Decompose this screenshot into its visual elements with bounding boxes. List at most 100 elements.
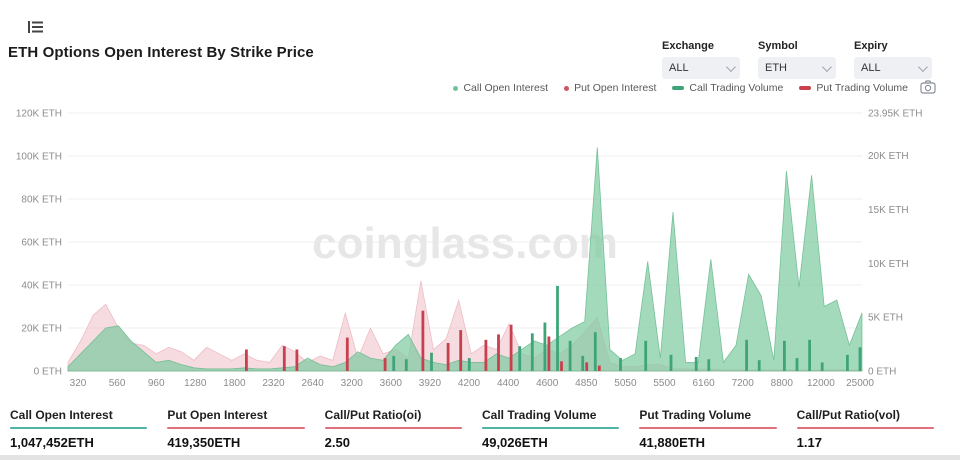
page-bottom-strip [0,455,960,460]
legend-label: Put Trading Volume [816,82,908,94]
x-axis-tick: 2320 [262,378,285,389]
call-trading-volume-bar [392,355,396,371]
legend-put-trading-volume[interactable]: Put Trading Volume [799,82,908,94]
expiry-select[interactable]: ALL [854,57,932,79]
right-axis-tick: 15K ETH [868,205,909,216]
chart-canvas[interactable]: coinglass.com 0 ETH 20K ETH 40K ETH 60K ETH 8… [0,98,960,398]
legend-call-trading-volume[interactable]: Call Trading Volume [672,82,783,94]
right-axis-tick: 5K ETH [868,313,903,324]
legend-label: Call Trading Volume [689,82,784,94]
x-axis-tick: 960 [148,378,165,389]
x-axis-tick: 4600 [536,378,559,389]
stat-rule [796,427,934,429]
call-trading-volume-bar [568,340,572,371]
put-trading-volume-bar [459,330,463,371]
filter-list-icon[interactable] [28,20,44,34]
x-axis-tick: 1280 [184,378,207,389]
put-trading-volume-bar [282,346,286,371]
stat-label: Call/Put Ratio(oi) [324,408,422,422]
chevron-down-icon [917,61,928,72]
symbol-select[interactable]: ETH [758,57,836,79]
stat-put-open-interest: Put Open Interest 419,350ETH [165,408,322,450]
x-axis-tick: 6160 [692,378,715,389]
legend-call-open-interest[interactable]: Call Open Interest [453,82,548,94]
call-trading-volume-bar [530,333,534,371]
exchange-select-value: ALL [669,62,689,74]
put-trading-volume-bar [509,324,513,371]
x-axis-tick: 2640 [301,378,324,389]
put-volume-dash-icon [799,86,812,90]
call-trading-volume-bar [745,339,748,371]
put-trading-volume-bar [421,310,425,371]
call-trading-volume-bar [783,340,786,371]
stat-rule [639,427,777,429]
left-axis-tick: 80K ETH [21,195,62,206]
symbol-filter: Symbol ETH [758,40,836,79]
call-trading-volume-bar [543,322,547,371]
left-axis-tick: 120K ETH [16,109,62,120]
put-trading-volume-bar [547,336,551,371]
x-axis-tick: 25000 [846,378,874,389]
x-axis-tick: 560 [109,378,126,389]
chevron-down-icon [725,61,736,72]
camera-screenshot-icon[interactable] [920,80,936,94]
stat-label: Call Open Interest [10,408,113,422]
stat-label: Call/Put Ratio(vol) [796,408,900,422]
legend-label: Call Open Interest [463,82,549,94]
call-trading-volume-bar [518,346,522,371]
stat-value: 1.17 [796,435,822,450]
call-trading-volume-bar [846,354,849,371]
stat-label: Put Trading Volume [639,408,752,422]
page-title: ETH Options Open Interest By Strike Pric… [8,44,314,61]
x-axis-tick: 4200 [458,378,481,389]
x-axis-tick: 8800 [771,378,794,389]
call-trading-volume-bar [593,332,597,371]
call-trading-volume-bar [581,355,585,371]
right-axis-tick: 20K ETH [868,151,909,162]
stat-rule [167,427,305,429]
summary-stats: Call Open Interest 1,047,452ETH Put Open… [0,408,960,450]
left-axis-tick: 40K ETH [21,281,62,292]
stat-rule [481,427,620,429]
call-trading-volume-bar [694,357,698,371]
call-trading-volume-bar [795,358,799,371]
put-trading-volume-bar [497,334,500,371]
strike-price-chart[interactable]: coinglass.com 0 ETH 20K ETH 40K ETH 60K ETH 8… [0,98,960,398]
chevron-down-icon [821,61,832,72]
right-axis-tick: 23.95K ETH [868,109,922,120]
legend-put-open-interest[interactable]: Put Open Interest [564,82,656,94]
left-axis-tick: 60K ETH [21,238,62,249]
stat-value: 41,880ETH [639,435,706,450]
put-trading-volume-bar [345,337,349,371]
stat-label: Call Trading Volume [481,408,597,422]
call-open-interest-area [67,147,863,372]
x-axis-tick: 12000 [807,378,835,389]
stat-rule [10,427,148,429]
stat-call-put-ratio-vol: Call/Put Ratio(vol) 1.17 [795,408,952,450]
call-trading-volume-bar [820,362,824,371]
stat-rule [324,427,462,429]
right-axis-tick: 0 ETH [868,367,896,378]
chart-legend: Call Open Interest Put Open Interest Cal… [453,82,908,94]
put-trading-volume-bar [245,349,248,371]
put-trading-volume-bar [295,349,299,371]
x-axis-tick: 320 [70,378,87,389]
put-trading-volume-bar [585,362,589,371]
exchange-filter-label: Exchange [662,40,714,52]
symbol-select-value: ETH [765,62,787,74]
call-trading-volume-bar [467,358,471,371]
x-axis-tick: 3600 [380,378,403,389]
call-trading-volume-bar [619,358,622,371]
call-trading-volume-bar [404,359,408,371]
filter-bar: Exchange ALL Symbol ETH Expiry ALL [662,40,932,79]
exchange-select[interactable]: ALL [662,57,740,79]
stat-value: 419,350ETH [167,435,241,450]
left-axis-tick: 100K ETH [16,152,62,163]
stat-label: Put Open Interest [167,408,268,422]
x-axis-tick: 5050 [614,378,637,389]
stat-value: 49,026ETH [481,435,548,450]
stat-call-put-ratio-oi: Call/Put Ratio(oi) 2.50 [323,408,480,450]
x-axis-tick: 7200 [732,378,755,389]
x-axis-tick: 3200 [341,378,364,389]
x-axis-tick: 5500 [653,378,676,389]
